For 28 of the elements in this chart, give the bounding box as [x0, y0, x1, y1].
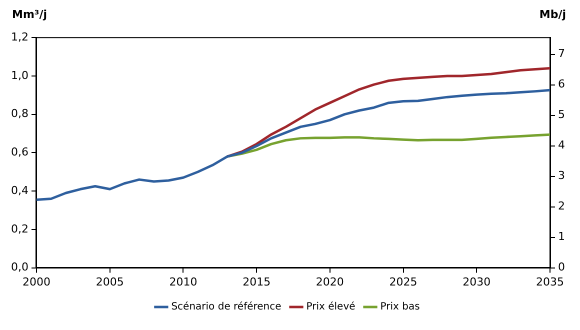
y-tick-label: 0,2	[10, 222, 28, 236]
legend-label: Scénario de référence	[171, 302, 282, 313]
y2-tick-label: 6	[558, 78, 565, 91]
x-tick-label: 2015	[242, 275, 271, 288]
x-tick-label: 2025	[389, 275, 418, 288]
y-tick-label: 0,6	[10, 146, 28, 159]
y2-tick-label: 1	[558, 230, 565, 244]
y2-tick-label: 4	[558, 138, 565, 152]
y-tick-label: 0,0	[10, 260, 28, 274]
x-tick-label: 2005	[96, 275, 124, 288]
y2-tick-label: 5	[558, 108, 565, 122]
x-tick-label: 2000	[22, 275, 50, 288]
y2-tick-label: 7	[558, 47, 565, 60]
x-tick-label: 2010	[169, 275, 198, 288]
x-tick-label: 2030	[462, 275, 491, 288]
y-tick-label: 0,8	[10, 107, 28, 120]
y-tick-label: 1,2	[10, 30, 28, 44]
x-tick-label: 2020	[316, 275, 344, 288]
x-tick-label: 2035	[536, 275, 564, 288]
y-tick-label: 1,0	[10, 68, 28, 82]
y2-axis-title: Mb/j	[539, 8, 566, 21]
y-tick-label: 0,4	[10, 184, 28, 197]
y2-tick-label: 2	[558, 200, 565, 213]
legend-label: Prix élevé	[306, 302, 356, 313]
y2-tick-label: 0	[558, 260, 565, 274]
y2-tick-label: 3	[558, 169, 565, 182]
legend-label: Prix bas	[380, 302, 420, 313]
y-axis-title: Mm³/j	[12, 8, 48, 21]
